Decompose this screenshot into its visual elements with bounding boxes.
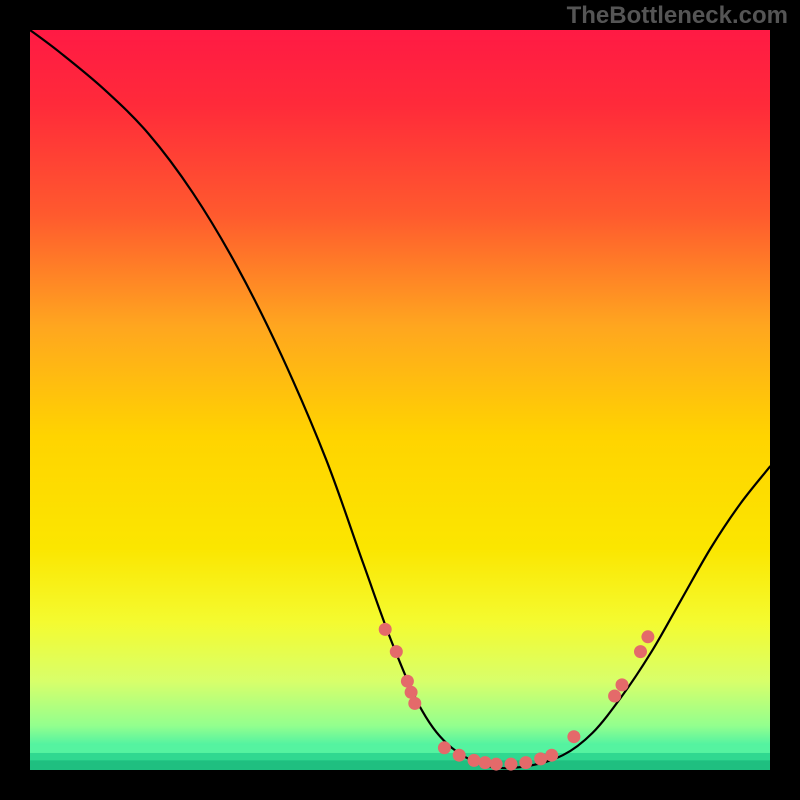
data-marker — [405, 686, 418, 699]
data-marker — [519, 756, 532, 769]
plot-background — [30, 30, 770, 770]
data-marker — [608, 690, 621, 703]
data-marker — [545, 749, 558, 762]
data-marker — [634, 645, 647, 658]
data-marker — [479, 756, 492, 769]
data-marker — [408, 697, 421, 710]
data-marker — [401, 675, 414, 688]
data-marker — [641, 630, 654, 643]
data-marker — [390, 645, 403, 658]
data-marker — [567, 730, 580, 743]
chart-canvas — [0, 0, 800, 800]
data-marker — [379, 623, 392, 636]
bottom-band-0 — [30, 744, 770, 753]
data-marker — [490, 758, 503, 771]
bottom-band-2 — [30, 760, 770, 770]
data-marker — [534, 752, 547, 765]
bottom-band-1 — [30, 753, 770, 760]
data-marker — [616, 678, 629, 691]
data-marker — [453, 749, 466, 762]
data-marker — [468, 754, 481, 767]
data-marker — [505, 758, 518, 771]
data-marker — [438, 741, 451, 754]
watermark-text: TheBottleneck.com — [567, 2, 788, 30]
